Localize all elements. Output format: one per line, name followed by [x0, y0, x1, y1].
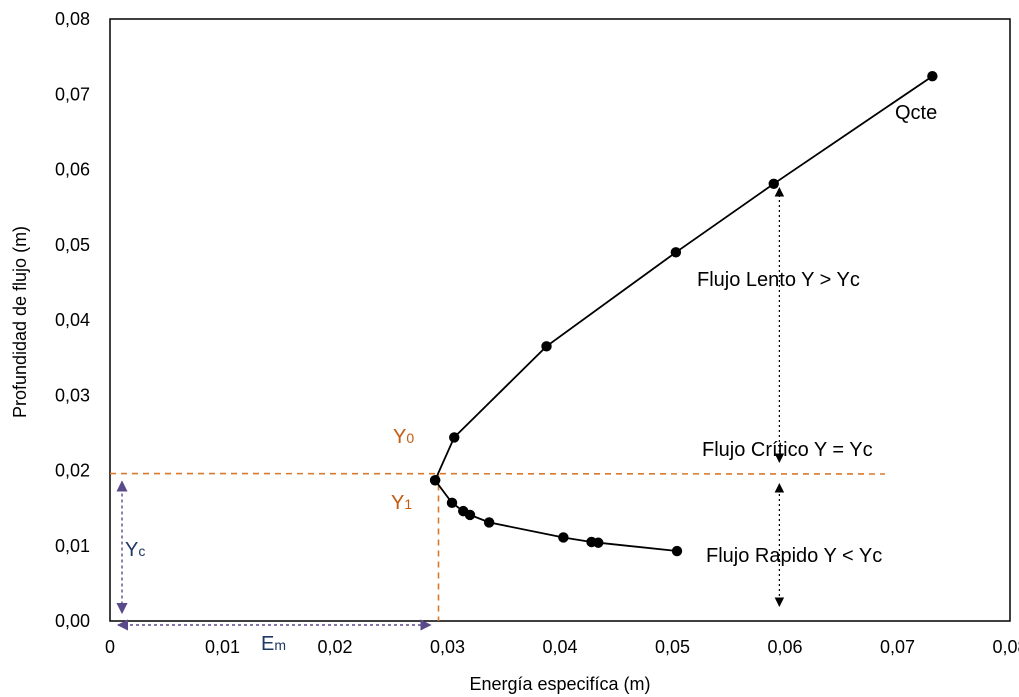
x-tick-label: 0,07	[880, 637, 915, 657]
upper-branch-line	[434, 75, 933, 481]
yc-label: Yc	[125, 539, 145, 561]
qcte-label: Qcte	[895, 102, 937, 124]
data-point	[593, 537, 604, 548]
x-tick-label: 0,04	[542, 637, 577, 657]
data-point	[927, 70, 938, 82]
plot-area	[109, 18, 1011, 622]
data-point	[670, 247, 682, 258]
y-tick-label: 0,05	[55, 235, 90, 255]
data-point	[768, 178, 779, 189]
em-label: Em	[261, 633, 286, 655]
x-tick-label: 0,03	[430, 637, 465, 657]
y-tick-label: 0,04	[55, 310, 90, 330]
y0-label: Y0	[393, 426, 414, 448]
x-tick-label: 0	[105, 637, 115, 657]
y-tick-label: 0,02	[55, 461, 90, 481]
y-tick-label: 0,01	[55, 536, 90, 556]
y-axis-title: Profundidad de flujo (m)	[10, 226, 30, 418]
flujo-rapido-label: Flujo Rapido Y < Yc	[706, 545, 882, 567]
data-point	[558, 532, 569, 543]
x-tick-label: 0,08	[992, 637, 1019, 657]
x-tick-label: 0,05	[655, 637, 690, 657]
y-tick-label: 0,03	[55, 385, 90, 405]
y-tick-label: 0,07	[55, 84, 90, 104]
data-point	[429, 475, 441, 486]
data-point	[541, 341, 552, 352]
data-point	[446, 497, 458, 509]
y-tick-label: 0,08	[55, 9, 90, 29]
series-qcte	[429, 70, 938, 557]
data-point	[449, 432, 460, 443]
flujo-critico-label: Flujo Crítico Y = Yc	[702, 439, 873, 461]
y-tick-label: 0,06	[55, 160, 90, 180]
x-axis-ticks: 0 0,01 0,02 0,03 0,04 0,05 0,06 0,07 0,08	[105, 637, 1019, 657]
y-tick-label: 0,00	[55, 611, 90, 631]
x-tick-label: 0,06	[767, 637, 802, 657]
y-axis-ticks: 0,00 0,01 0,02 0,03 0,04 0,05 0,06 0,07 0,08	[55, 9, 90, 631]
flujo-lento-label: Flujo Lento Y > Yc	[697, 269, 860, 291]
data-point	[483, 517, 495, 528]
data-point	[671, 545, 683, 557]
x-tick-label: 0,01	[205, 637, 240, 657]
x-axis-title: Energía especifíca (m)	[469, 674, 650, 694]
y1-label: Y1	[391, 492, 412, 514]
data-point	[464, 509, 476, 521]
x-tick-label: 0,02	[317, 637, 352, 657]
reference-lines	[109, 472, 886, 631]
